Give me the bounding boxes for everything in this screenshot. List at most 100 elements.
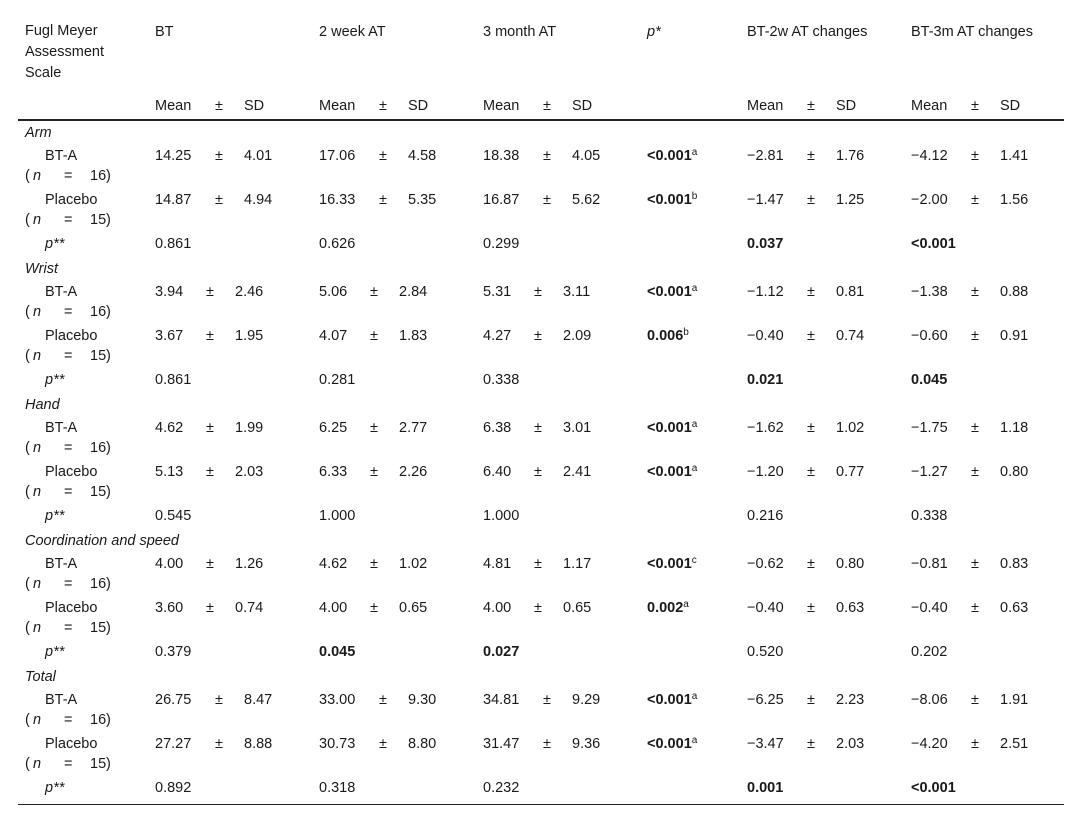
p-value-footnote: a: [691, 419, 698, 430]
between-group-p-3m: 0.299: [483, 236, 520, 252]
sd-value: 0.65: [399, 600, 428, 616]
change-mean-value: −0.81: [911, 556, 948, 572]
n-value: 15: [90, 212, 107, 228]
mean-value: 6.25: [319, 420, 348, 436]
p-value: <0.001a: [647, 691, 697, 709]
pm-symbol: ±: [534, 600, 542, 616]
pm-symbol: ±: [206, 328, 214, 344]
pm-symbol: ±: [206, 464, 214, 480]
pm-symbol: ±: [534, 328, 542, 344]
pm-symbol: ±: [543, 148, 551, 164]
n-close-paren: ): [106, 348, 111, 364]
pm-symbol: ±: [807, 736, 815, 752]
n-close-paren: ): [106, 304, 111, 320]
header-3-month-at: 3 month AT: [483, 24, 557, 40]
pm-symbol: ±: [971, 464, 979, 480]
between-group-p-label: p**: [45, 236, 65, 252]
header-bt: BT: [155, 24, 174, 40]
n-symbol: n: [33, 756, 42, 772]
header-rule: [18, 119, 1064, 121]
subheader-sd: SD: [1000, 98, 1021, 114]
sd-value: 1.99: [235, 420, 264, 436]
pm-symbol: ±: [534, 464, 542, 480]
pm-symbol: ±: [971, 328, 979, 344]
mean-value: 16.87: [483, 192, 520, 208]
between-group-p-change-3m: 0.045: [911, 372, 948, 388]
mean-value: 4.07: [319, 328, 348, 344]
p-value-number: 0.002: [647, 600, 684, 616]
p-value-footnote: a: [691, 463, 698, 474]
n-close-paren: ): [106, 440, 111, 456]
n-value: 16: [90, 304, 107, 320]
pm-symbol: ±: [379, 736, 387, 752]
n-symbol: n: [33, 348, 42, 364]
p-value: <0.001b: [647, 191, 697, 209]
n-symbol: n: [33, 212, 42, 228]
p-value: <0.001a: [647, 735, 697, 753]
sd-value: 2.41: [563, 464, 592, 480]
n-symbol: n: [33, 712, 42, 728]
p-value-footnote: c: [691, 555, 697, 566]
between-group-p-3m: 0.338: [483, 372, 520, 388]
subheader-sd: SD: [408, 98, 429, 114]
pm-symbol: ±: [807, 464, 815, 480]
pm-symbol: ±: [379, 148, 387, 164]
group-label: BT-A: [45, 692, 78, 708]
change-sd-value: 0.63: [836, 600, 865, 616]
mean-value: 33.00: [319, 692, 356, 708]
pm-symbol: ±: [971, 556, 979, 572]
n-value: 16: [90, 168, 107, 184]
pm-symbol: ±: [370, 464, 378, 480]
change-sd-value: 0.81: [836, 284, 865, 300]
sd-value: 0.74: [235, 600, 264, 616]
sd-value: 3.01: [563, 420, 592, 436]
pm-symbol: ±: [543, 192, 551, 208]
n-open-paren: (: [25, 712, 30, 728]
group-label: BT-A: [45, 420, 78, 436]
sd-value: 4.05: [572, 148, 601, 164]
group-label: BT-A: [45, 148, 78, 164]
n-close-paren: ): [106, 756, 111, 772]
mean-value: 14.87: [155, 192, 192, 208]
change-sd-value: 2.51: [1000, 736, 1029, 752]
change-sd-value: 1.41: [1000, 148, 1029, 164]
p-value: <0.001a: [647, 419, 697, 437]
sd-value: 2.03: [235, 464, 264, 480]
n-value: 16: [90, 576, 107, 592]
header-2-week-at: 2 week AT: [319, 24, 386, 40]
section-title: Wrist: [25, 261, 59, 277]
p-value: <0.001a: [647, 147, 697, 165]
n-open-paren: (: [25, 756, 30, 772]
mean-value: 18.38: [483, 148, 520, 164]
sd-value: 2.46: [235, 284, 264, 300]
between-group-p-change-3m: 0.202: [911, 644, 948, 660]
subheader-mean: Mean: [319, 98, 356, 114]
n-open-paren: (: [25, 348, 30, 364]
mean-value: 3.60: [155, 600, 184, 616]
sd-value: 4.94: [244, 192, 273, 208]
between-group-p-bt: 0.892: [155, 780, 192, 796]
n-equals: =: [64, 620, 73, 636]
p-value-footnote: a: [691, 283, 698, 294]
pm-symbol: ±: [807, 284, 815, 300]
n-open-paren: (: [25, 440, 30, 456]
pm-symbol: ±: [543, 692, 551, 708]
p-value-number: <0.001: [647, 192, 692, 208]
change-mean-value: −1.12: [747, 284, 784, 300]
subheader-mean: Mean: [483, 98, 520, 114]
change-sd-value: 0.91: [1000, 328, 1029, 344]
sd-value: 0.65: [563, 600, 592, 616]
subheader-pm: ±: [543, 98, 551, 114]
pm-symbol: ±: [379, 192, 387, 208]
between-group-p-change-2w: 0.021: [747, 372, 784, 388]
change-mean-value: −0.40: [747, 600, 784, 616]
sd-value: 9.30: [408, 692, 437, 708]
p-value-number: <0.001: [647, 148, 692, 164]
group-label: Placebo: [45, 600, 98, 616]
change-mean-value: −1.27: [911, 464, 948, 480]
change-mean-value: −0.40: [911, 600, 948, 616]
pm-symbol: ±: [215, 148, 223, 164]
n-value: 16: [90, 712, 107, 728]
mean-value: 5.13: [155, 464, 184, 480]
n-close-paren: ): [106, 168, 111, 184]
